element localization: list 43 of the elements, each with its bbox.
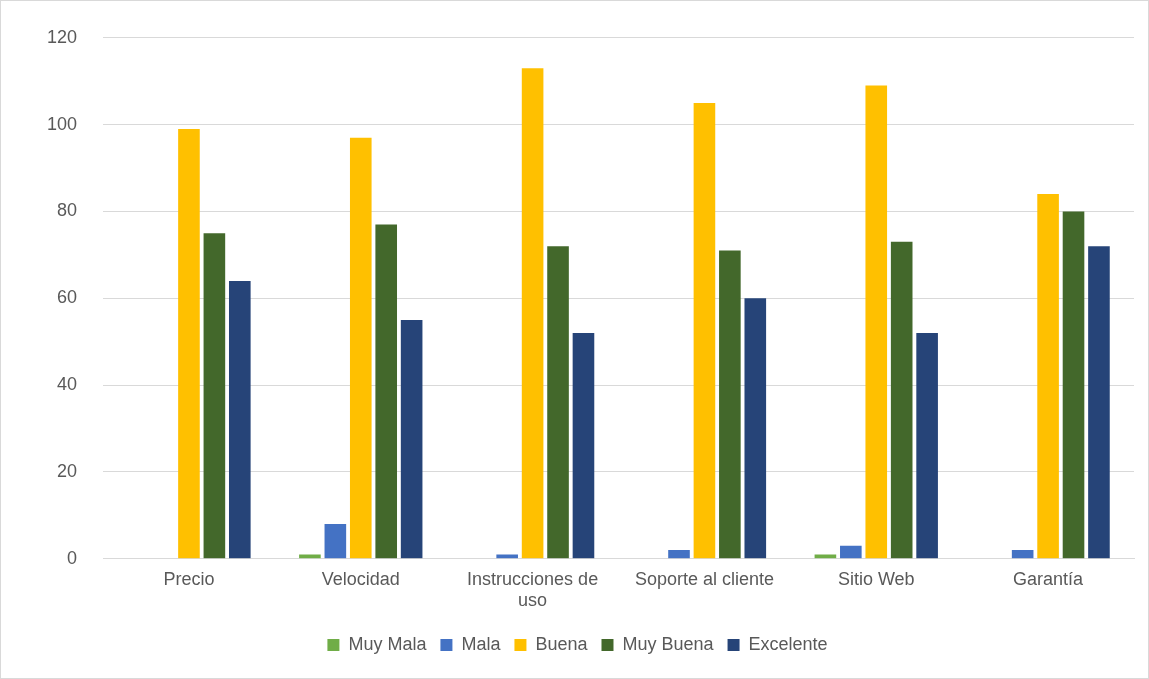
bar [400, 320, 423, 559]
bar [178, 128, 200, 559]
bar [1088, 246, 1110, 559]
x-tick-label: Sitio Web [837, 568, 915, 589]
bar [547, 246, 569, 559]
bar [521, 68, 544, 559]
bar [572, 333, 595, 559]
y-tick-label: 120 [46, 26, 78, 47]
bar [203, 233, 226, 559]
legend-label: Buena [535, 633, 589, 654]
legend-label: Muy Buena [622, 633, 715, 654]
bar [1037, 194, 1059, 559]
bar [1011, 550, 1034, 559]
bar [693, 102, 716, 559]
y-tick-label: 60 [57, 287, 78, 308]
bar [496, 554, 518, 559]
legend-label: Excelente [748, 633, 828, 654]
bar [840, 545, 862, 559]
y-tick-label: 40 [57, 374, 78, 395]
bar [299, 554, 321, 559]
y-tick-label: 20 [57, 460, 78, 481]
bar [814, 554, 837, 559]
x-tick-label: Instrucciones de uso [467, 568, 599, 611]
bar [668, 550, 690, 559]
bar [1062, 211, 1085, 559]
bar [324, 524, 347, 559]
y-tick-label: 80 [57, 200, 78, 221]
bar [375, 224, 398, 559]
bar [890, 241, 913, 559]
y-tick-label: 100 [46, 113, 78, 134]
bar [916, 333, 938, 559]
bar [719, 250, 741, 559]
x-tick-label: Velocidad [321, 568, 400, 589]
legend-label: Muy Mala [348, 633, 428, 654]
bar [865, 85, 888, 559]
x-tick-label: Soporte al cliente [634, 568, 774, 589]
x-tick-label: Precio [163, 568, 215, 589]
legend-label: Mala [461, 633, 502, 654]
bar [744, 298, 767, 559]
bar [349, 137, 372, 559]
bar [229, 280, 251, 559]
x-tick-label: Garantía [1013, 568, 1085, 589]
y-tick-label: 0 [67, 547, 78, 568]
